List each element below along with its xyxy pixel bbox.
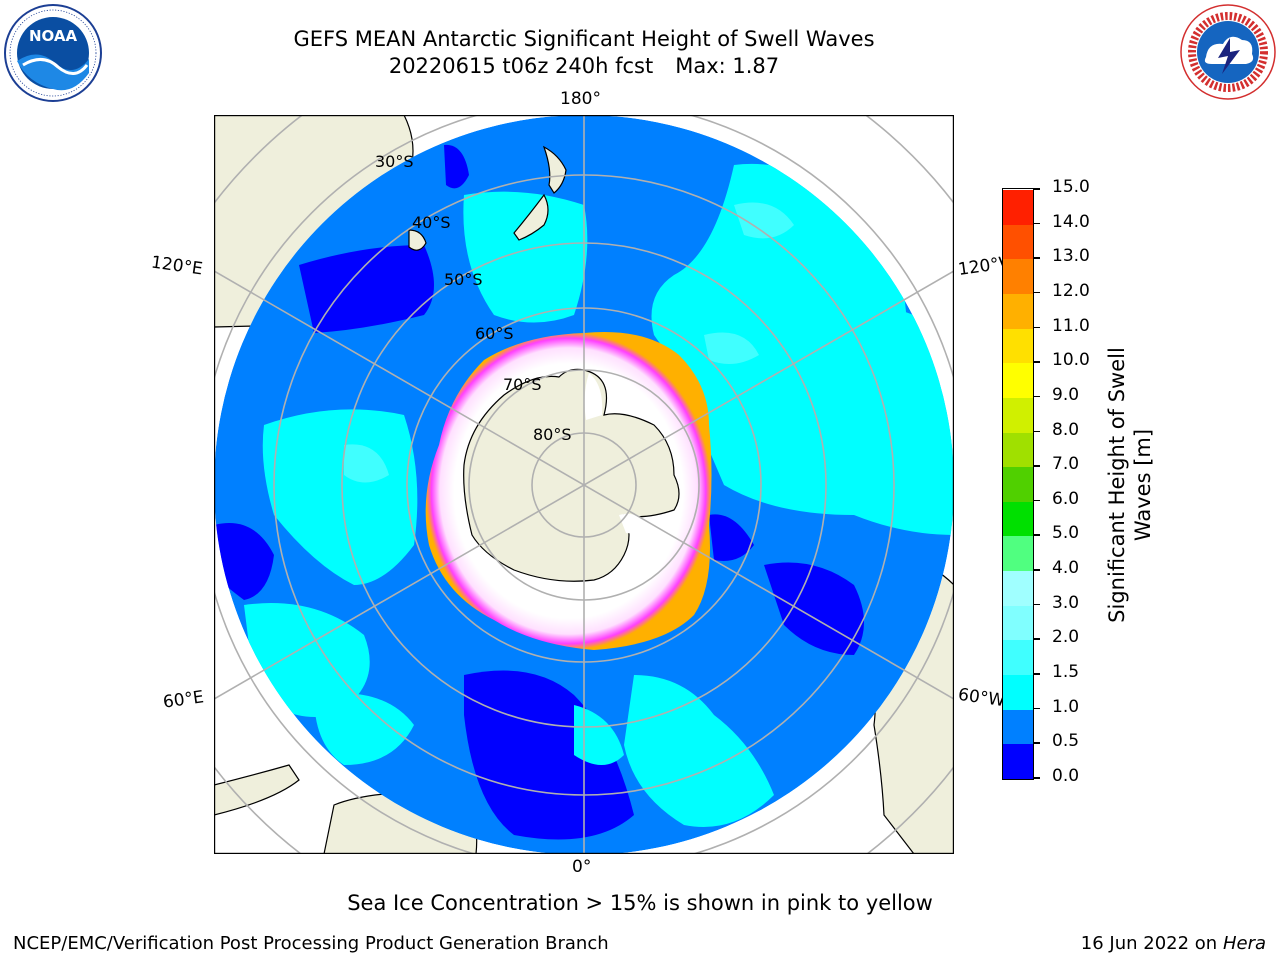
colorbar-tick-mark [1034, 499, 1040, 502]
swell-1.0-1.5-zone [463, 191, 588, 323]
colorbar-tick-label: 15.0 [1052, 177, 1090, 197]
colorbar-segment [1003, 189, 1033, 225]
new-zealand-land [513, 145, 567, 241]
swell-1.0-1.5-zone [314, 693, 414, 765]
latitude-label-40s: 40°S [412, 213, 451, 232]
forecast-run: 20220615 t06z 240h fcst [388, 54, 654, 78]
colorbar-tick-label: 4.0 [1052, 558, 1080, 579]
colorbar-tick-mark [1034, 465, 1040, 467]
colorbar-tick-label: 0.5 [1052, 731, 1080, 752]
colorbar-tick-mark [1034, 257, 1040, 259]
colorbar-tick-mark [1034, 291, 1040, 294]
colorbar-tick-label: 2.0 [1052, 627, 1080, 648]
longitude-label-180: 180° [560, 89, 601, 109]
latitude-label-50s: 50°S [444, 270, 483, 289]
longitude-label-120e: 120°E [149, 252, 204, 280]
colorbar-tick-mark [1034, 395, 1040, 398]
longitude-label-0: 0° [572, 857, 592, 877]
colorbar-segment [1003, 362, 1033, 398]
chart-subtitle: 20220615 t06z 240h fcst Max: 1.87 [0, 54, 1168, 78]
colorbar-tick-label: 14.0 [1052, 211, 1090, 232]
colorbar-tick-mark [1034, 673, 1040, 675]
noaa-logo-text: NOAA [29, 27, 78, 45]
swell-0-0.5-zone [299, 245, 434, 333]
swell-1.5-2.0-zone [704, 332, 759, 364]
producer-credit: NCEP/EMC/Verification Post Processing Pr… [13, 933, 609, 954]
noaa-logo-icon: NOAA [4, 4, 102, 102]
swell-0-0.5-zone [464, 670, 634, 840]
swell-0-0.5-zone [709, 514, 754, 561]
colorbar-tick-mark [1034, 361, 1040, 363]
colorbar-tick-mark [1034, 534, 1040, 536]
colorbar-tick-label: 11.0 [1052, 315, 1090, 336]
latitude-label-70s: 70°S [503, 375, 542, 394]
ross-ice-shelf [584, 373, 603, 420]
tasmania-land [408, 229, 427, 251]
colorbar-segment [1003, 328, 1033, 364]
colorbar-tick-label: 6.0 [1052, 488, 1080, 509]
colorbar-segment [1003, 605, 1033, 641]
colorbar-segment [1003, 432, 1033, 468]
colorbar-tick-label: 9.0 [1052, 384, 1080, 405]
generation-date: 16 Jun 2022 on Hera [1080, 933, 1266, 954]
colorbar-tick-mark [1034, 638, 1040, 640]
colorbar-segment [1003, 293, 1033, 329]
swell-1.0-1.5-zone [624, 675, 774, 827]
colorbar-segment [1003, 674, 1033, 710]
latitude-label-80s: 80°S [533, 425, 572, 444]
sea-ice-note: Sea Ice Concentration > 15% is shown in … [347, 891, 933, 915]
longitude-label-60e: 60°E [161, 687, 206, 713]
colorbar-tick-label: 13.0 [1052, 246, 1090, 267]
swell-1.0-1.5-zone [574, 705, 624, 765]
latitude-label-30s: 30°S [375, 152, 414, 171]
colorbar-tick-label: 5.0 [1052, 523, 1080, 544]
colorbar-tick-mark [1034, 603, 1040, 606]
chart-title: GEFS MEAN Antarctic Significant Height o… [293, 27, 875, 51]
colorbar-segment [1003, 639, 1033, 676]
colorbar-segment [1003, 570, 1033, 606]
colorbar-tick-label: 8.0 [1052, 419, 1080, 440]
colorbar-tick-mark [1034, 742, 1040, 744]
swell-1.5-2.0-zone [344, 444, 389, 483]
colorbar-tick-mark [1034, 707, 1040, 710]
colorbar-tick-mark [1034, 326, 1040, 329]
colorbar-segment [1003, 743, 1033, 779]
madagascar-land [214, 764, 300, 816]
machine-name: Hera [1222, 933, 1266, 954]
colorbar-tick-label: 1.5 [1052, 662, 1080, 683]
colorbar-title: Significant Height of Swell Waves [m] [1105, 347, 1155, 623]
colorbar-tick-label: 10.0 [1052, 350, 1090, 371]
colorbar-tick-label: 1.0 [1052, 696, 1080, 717]
colorbar-segment [1003, 258, 1033, 294]
colorbar-segment [1003, 709, 1033, 745]
colorbar-tick-mark [1034, 222, 1040, 225]
colorbar-ticks: 0.0 0.5 1.0 1.5 2.0 3.0 4.0 5.0 6.0 7.0 8.0 9.0 10.0… [1034, 177, 1112, 786]
colorbar-segment [1003, 501, 1033, 537]
colorbar-tick-mark [1034, 569, 1040, 571]
swell-1.0-1.5-zone [244, 603, 370, 717]
max-value: Max: 1.87 [675, 54, 780, 78]
colorbar-segment [1003, 535, 1033, 572]
colorbar-tick-mark [1034, 430, 1040, 433]
colorbar-tick-label: 3.0 [1052, 592, 1080, 613]
weddell-ice-shelf [619, 513, 654, 534]
swell-0-0.5-zone [214, 523, 274, 600]
longitude-label-60w: 60°W [956, 684, 1007, 712]
colorbar-segment [1003, 397, 1033, 433]
graticule [214, 115, 954, 854]
national-weather-service-logo-icon [1180, 4, 1276, 100]
colorbar-segment [1003, 466, 1033, 502]
colorbar-segment [1003, 224, 1033, 260]
colorbar-tick-label: 12.0 [1052, 280, 1090, 301]
latitude-label-60s: 60°S [475, 324, 514, 343]
polar-map [214, 115, 954, 854]
swell-1.5-2.0-zone [734, 202, 794, 239]
colorbar-tick-mark [1034, 777, 1040, 779]
swell-1.0-1.5-zone [262, 409, 418, 585]
colorbar-tick-label: 0.0 [1052, 766, 1080, 786]
swell-0-0.5-zone [444, 144, 469, 189]
colorbar-tick-label: 7.0 [1052, 454, 1080, 475]
colorbar-tick-mark [1034, 188, 1040, 190]
colorbar [1002, 188, 1034, 780]
